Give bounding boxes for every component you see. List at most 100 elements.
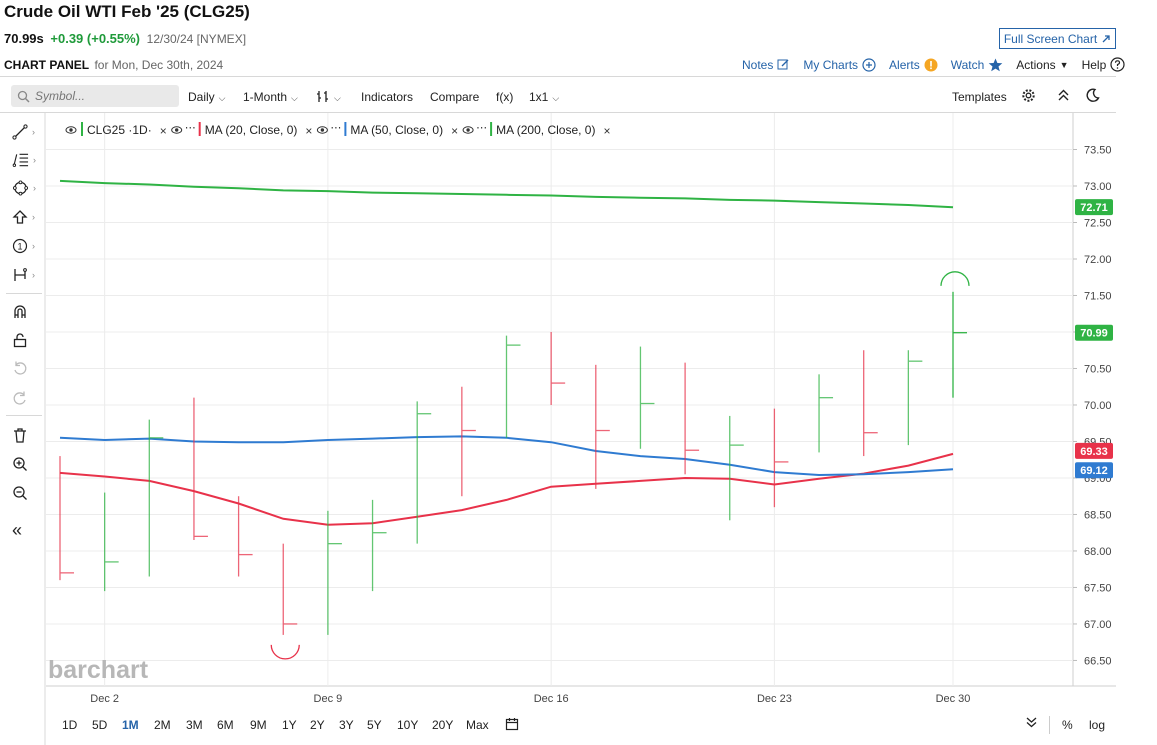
moving-average-lines (59, 179, 954, 526)
ohlc-bar (729, 415, 744, 521)
range-10y[interactable]: 10Y (397, 718, 419, 732)
actions-menu[interactable]: Actions ▼ (1016, 58, 1068, 72)
ohlc-bar (327, 510, 342, 635)
symbol-search[interactable] (11, 85, 179, 107)
alerts-label: Alerts (889, 57, 920, 72)
notes-link[interactable]: Notes (742, 58, 790, 72)
redo-button[interactable] (12, 387, 36, 409)
period-high-marker (940, 271, 970, 286)
chart-type-select[interactable]: ⌵ (316, 90, 341, 104)
price-label-text: 69.12 (1080, 465, 1108, 477)
help-link[interactable]: Help (1082, 57, 1126, 72)
alerts-link[interactable]: Alerts (889, 58, 938, 72)
price-label-text: 72.71 (1080, 202, 1108, 214)
range-3m[interactable]: 3M (186, 718, 203, 732)
y-tick-label: 69.50 (1084, 436, 1112, 448)
bottom-divider (1049, 716, 1050, 734)
double-chevron-left-icon: « (12, 520, 23, 540)
layout-select[interactable]: 1x1 ⌵ (529, 90, 559, 104)
range-select[interactable]: 1-Month ⌵ (243, 90, 298, 104)
zoom-in-button[interactable] (12, 453, 36, 475)
shape-circle-icon (12, 180, 29, 196)
lock-button[interactable] (12, 329, 36, 351)
percent-scale-toggle[interactable]: % (1062, 718, 1073, 732)
range-20y[interactable]: 20Y (432, 718, 454, 732)
range-bar: 1D 5D 1M 2M 3M 6M 9M 1Y 2Y 3Y 5Y 10Y 20Y Max% log (0, 712, 1116, 740)
fx-button[interactable]: f(x) (496, 90, 514, 104)
trash-icon (14, 428, 26, 443)
my-charts-link[interactable]: My Charts (803, 58, 876, 72)
chevron-down-icon: ⌵ (218, 93, 226, 103)
compare-button[interactable]: Compare (430, 90, 480, 104)
line-tool-button[interactable]: › (12, 121, 36, 143)
ohlc-bar (148, 419, 164, 577)
annotation-tool-button[interactable]: 1 › (12, 235, 36, 257)
range-3y[interactable]: 3Y (339, 718, 354, 732)
settings-gear-icon[interactable] (1021, 88, 1036, 106)
chart-toolbar: Daily⌵ 1-Month⌵ ⌵ Indicators Compare f(x… (0, 82, 1116, 112)
range-6m[interactable]: 6M (217, 718, 234, 732)
chart-grid (44, 113, 1116, 745)
undo-icon (14, 361, 27, 375)
templates-button[interactable]: Templates (952, 90, 1007, 104)
price-label-box (1075, 442, 1113, 459)
chevron-down-icon: ⌵ (334, 93, 341, 103)
measure-tool-button[interactable]: › (12, 264, 36, 286)
y-tick-label: 70.00 (1084, 400, 1112, 412)
double-chevron-down-icon[interactable] (1026, 716, 1037, 731)
eye-icon (462, 126, 474, 134)
eye-icon (171, 126, 183, 134)
delete-button[interactable] (12, 424, 36, 446)
zoom-out-button[interactable] (12, 482, 36, 504)
price-labels: 72.71 70.99 69.33 69.12 (1075, 199, 1113, 479)
range-9m[interactable]: 9M (250, 718, 267, 732)
magnet-button[interactable] (12, 301, 36, 323)
pencil-icon (777, 59, 789, 70)
x-tick-label: Dec 2 (90, 693, 119, 705)
more-dots-icon: ⋯ (476, 122, 487, 134)
eye-outline (316, 126, 328, 134)
collapse-tools-button[interactable]: « (12, 519, 36, 541)
price-label-box (1075, 199, 1113, 216)
log-scale-toggle[interactable]: log (1089, 718, 1106, 732)
close-icon: × (160, 124, 167, 138)
symbol-input[interactable] (35, 89, 165, 103)
header-divider (0, 76, 1116, 77)
arrow-up-icon (12, 210, 28, 224)
drawing-tools: › › › › 1 › › « (0, 113, 45, 713)
price-label-box (1075, 324, 1113, 341)
x-tick-label: Dec 9 (314, 693, 343, 705)
ma-line-50 (59, 435, 954, 477)
ohlc-bar (863, 350, 878, 457)
range-1y[interactable]: 1Y (282, 718, 297, 732)
range-1d[interactable]: 1D (62, 718, 78, 732)
range-5y[interactable]: 5Y (367, 718, 382, 732)
range-5d[interactable]: 5D (92, 718, 108, 732)
full-screen-chart-button[interactable]: Full Screen Chart (999, 28, 1116, 49)
arrow-tool-button[interactable]: › (12, 206, 36, 228)
tools-divider (6, 415, 42, 416)
range-max[interactable]: Max (466, 718, 489, 732)
indicators-button[interactable]: Indicators (361, 90, 414, 104)
dark-mode-moon-icon[interactable] (1085, 88, 1100, 106)
ohlc-bars-icon (317, 91, 328, 102)
ohlc-bar (59, 456, 74, 581)
price-label-text: 69.33 (1080, 446, 1108, 458)
range-2m[interactable]: 2M (154, 718, 171, 732)
ohlc-bar (505, 335, 521, 438)
y-tick-label: 69.00 (1084, 473, 1112, 485)
interval-select[interactable]: Daily ⌵ (188, 90, 226, 104)
price-label-box (1075, 462, 1113, 479)
collapse-up-icon[interactable] (1057, 88, 1070, 105)
toolbar-divider (0, 112, 1116, 113)
quote-line: 70.99s +0.39 (+0.55%) 12/30/24 [NYMEX] (4, 31, 246, 46)
y-tick-label: 68.50 (1084, 509, 1112, 521)
shape-tool-button[interactable]: › (12, 177, 36, 199)
calendar-icon[interactable] (505, 717, 519, 734)
undo-button[interactable] (12, 357, 36, 379)
y-tick-label: 68.00 (1084, 546, 1112, 558)
watch-link[interactable]: Watch (951, 58, 1004, 72)
fib-tool-button[interactable]: › (12, 149, 36, 171)
range-2y[interactable]: 2Y (310, 718, 325, 732)
range-1m[interactable]: 1M (122, 718, 139, 732)
